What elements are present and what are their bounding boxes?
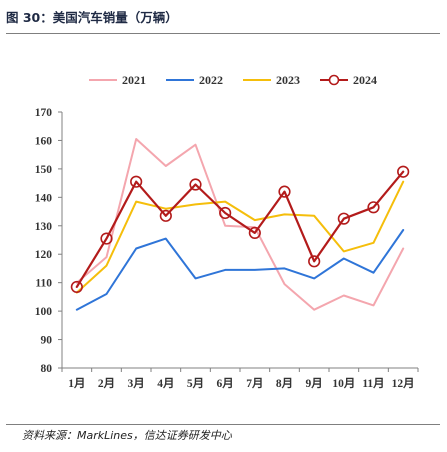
y-tick-label: 130: [35, 221, 53, 233]
y-tick-label: 140: [35, 192, 53, 204]
data-point-2024: [278, 185, 291, 198]
series-line-2022: [75, 229, 405, 311]
data-point-2024: [70, 280, 83, 294]
y-tick-label: 170: [35, 107, 53, 119]
y-tick-label: 100: [35, 306, 53, 318]
x-tick-label: 7月: [246, 377, 263, 390]
y-tick-label: 150: [35, 164, 53, 176]
data-point-2024: [248, 226, 261, 239]
data-point-2024: [159, 209, 172, 222]
series-2022: [75, 229, 405, 311]
x-tick-label: 12月: [392, 377, 415, 390]
series-2021: [75, 138, 405, 311]
y-tick-label: 110: [35, 278, 52, 290]
legend-item-2023: 2023: [243, 73, 300, 87]
x-tick-label: 1月: [68, 377, 85, 390]
data-point-2024: [130, 175, 143, 188]
legend-label: 2023: [276, 73, 300, 87]
data-point-2024: [337, 212, 350, 225]
legend-item-2021: 2021: [89, 73, 146, 87]
data-point-2024: [189, 178, 202, 191]
x-tick-label: 3月: [128, 377, 145, 390]
x-tick-label: 11月: [362, 377, 384, 390]
x-tick-label: 5月: [187, 377, 204, 390]
x-tick-label: 4月: [157, 377, 174, 390]
legend-label: 2021: [122, 73, 146, 87]
x-tick-label: 6月: [217, 377, 234, 390]
data-point-2024: [219, 206, 232, 220]
chart-series: [70, 138, 410, 311]
y-tick-label: 160: [35, 135, 53, 147]
legend-label: 2022: [199, 73, 223, 87]
legend-item-2022: 2022: [166, 73, 223, 87]
source-note: 资料来源：MarkLines，信达证券研发中心: [22, 429, 232, 442]
figure-title: 图 30：美国汽车销量（万辆）: [6, 10, 178, 25]
x-tick-label: 10月: [332, 377, 355, 390]
data-point-2024: [397, 165, 410, 178]
legend-item-2024: 2024: [320, 73, 377, 87]
data-point-2024: [308, 255, 321, 268]
data-point-2024: [367, 201, 380, 214]
x-tick-label: 8月: [276, 377, 293, 390]
series-2024: [70, 165, 410, 294]
y-tick-label: 90: [41, 335, 53, 347]
legend-label: 2024: [353, 73, 377, 87]
x-tick-label: 2月: [98, 377, 115, 390]
series-2023: [75, 180, 405, 294]
x-tick-label: 9月: [306, 377, 323, 390]
series-line-2023: [75, 180, 405, 294]
series-line-2021: [75, 138, 405, 311]
data-point-2024: [100, 232, 113, 245]
y-tick-label: 80: [41, 363, 53, 375]
y-tick-label: 120: [35, 249, 53, 261]
chart-axes: 80 90 100 110 120 130 140 150 160 170 1月 2月 3月 4月 5月 6月…: [35, 107, 419, 390]
chart-legend: 2021 2022 2023 2024: [89, 73, 377, 87]
source-divider: [6, 424, 440, 425]
legend-marker: [328, 74, 340, 86]
title-divider: [6, 33, 440, 34]
